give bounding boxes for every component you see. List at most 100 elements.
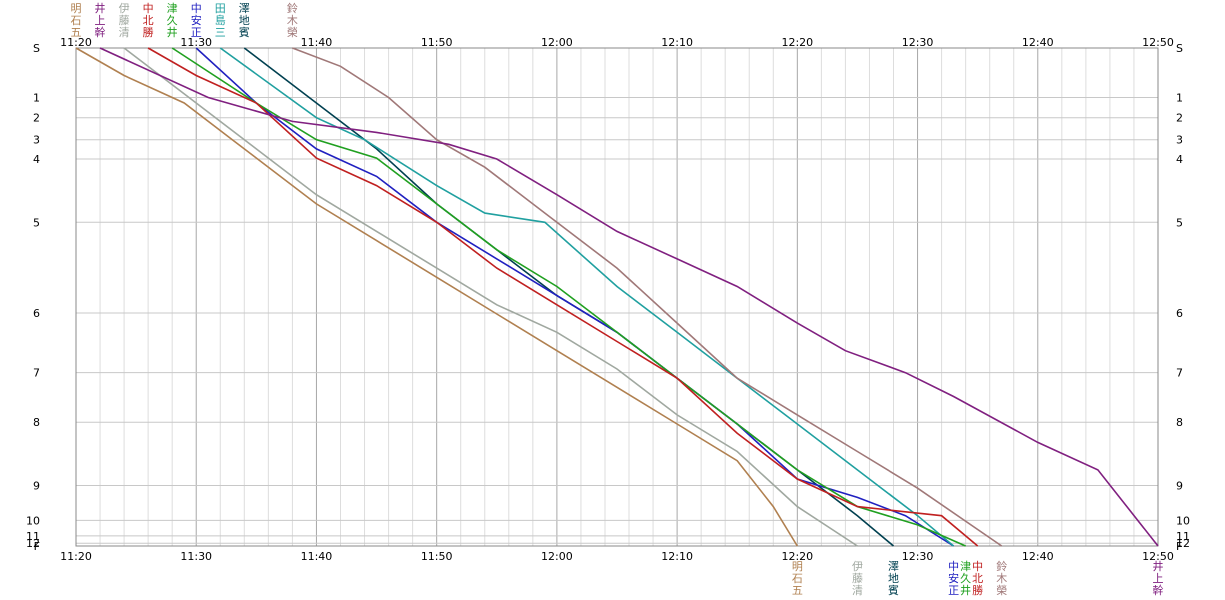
bottom-runner-label: 津 [960,560,971,573]
bottom-runner-label: 中 [972,560,983,573]
bottom-runner-label: 正 [948,584,959,597]
station-label-right: 12 [1176,537,1190,550]
station-label-left: 7 [33,367,40,380]
time-tick-top: 12:10 [661,36,693,49]
top-runner-label: 久 [167,14,178,27]
station-label-left: 6 [33,307,40,320]
bottom-runner-label: 北 [972,572,983,585]
series-line [195,47,955,547]
top-runner-label: 津 [167,2,178,15]
time-tick-bottom: 12:10 [661,550,693,563]
top-runner-label: 安 [191,13,202,27]
top-runner-label: 伊 [119,2,130,15]
top-runner-label: 清 [119,26,130,39]
bottom-runner-label: 中 [948,560,959,573]
series-line [99,47,1159,547]
station-label-left: 4 [33,153,40,166]
station-label-right: 9 [1176,479,1183,492]
top-runner-label: 田 [215,2,226,15]
time-tick-top: 11:40 [301,36,333,49]
time-tick-top: 11:20 [60,36,92,49]
time-tick-top: 12:40 [1022,36,1054,49]
series-line [171,47,966,547]
top-runner-label: 石 [71,14,82,27]
top-runner-label: 上 [95,14,106,27]
bottom-runner-label: 木 [996,572,1007,585]
time-tick-bottom: 12:20 [781,550,813,563]
series-line [219,47,955,547]
station-label-right: 4 [1176,153,1183,166]
bottom-runner-label: 藤 [852,572,863,585]
station-label-left: 11 [26,530,40,543]
top-runner-label: 榮 [287,25,298,39]
station-label-left: 1 [33,92,40,105]
top-runner-label: 澤 [239,2,250,15]
station-label-right: 8 [1176,416,1183,429]
top-runner-label: 島 [215,13,226,27]
station-label-left: 2 [33,112,40,125]
time-tick-top: 12:00 [541,36,573,49]
station-label-right: 1 [1176,92,1183,105]
top-runner-label: 中 [143,2,154,15]
station-label-left: 5 [33,216,40,229]
station-label-left: S [33,42,40,55]
bottom-runner-label: 澤 [888,560,899,573]
top-runner-label: 鈴 [287,1,298,15]
top-runner-label: 木 [287,14,298,27]
station-label-right: 5 [1176,216,1183,229]
time-tick-top: 11:30 [180,36,212,49]
top-runner-label: 幹 [95,25,106,39]
station-label-right: 10 [1176,514,1190,527]
station-label-right: 7 [1176,367,1183,380]
time-tick-bottom: 11:20 [60,550,92,563]
time-tick-top: 12:30 [902,36,934,49]
time-tick-bottom: 12:00 [541,550,573,563]
bottom-runner-label: 賓 [888,583,899,597]
top-runner-label: 北 [143,14,154,27]
top-runner-label: 明 [71,2,82,15]
top-runner-label: 藤 [119,14,130,27]
station-label-right: 6 [1176,307,1183,320]
bottom-runner-label: 勝 [972,583,983,597]
bottom-runner-label: 石 [792,572,803,585]
station-label-left: F [34,540,40,553]
top-runner-label: 中 [191,2,202,15]
bottom-runner-label: 明 [792,560,803,573]
bottom-runner-label: 伊 [852,560,863,573]
bottom-runner-label: 清 [852,584,863,597]
station-label-right: 3 [1176,134,1183,147]
station-label-left: 8 [33,416,40,429]
top-runner-label: 地 [239,14,250,27]
bottom-runner-label: 五 [792,584,803,597]
bottom-runner-label: 久 [960,572,971,585]
top-runner-label: 正 [191,26,202,39]
bottom-runner-label: 地 [888,572,899,585]
time-tick-top: 12:50 [1142,36,1174,49]
bottom-runner-label: 幹 [1153,583,1164,597]
station-label-left: 12 [26,537,40,550]
station-label-left: 3 [33,134,40,147]
time-tick-top: 11:50 [421,36,453,49]
top-runner-label: 賓 [239,25,250,39]
station-label-right: S [1176,42,1183,55]
series-line [123,47,858,547]
time-tick-bottom: 12:30 [902,550,934,563]
station-label-right: 11 [1176,530,1190,543]
plot-frame [75,47,1159,547]
axis-ticks: 11:20 11:20 11:30 11:30 11:40 11:40 11:50 11:50… [26,36,1190,563]
series-line [292,47,1003,547]
top-runner-label: 五 [71,26,82,39]
station-label-right: 2 [1176,112,1183,125]
bottom-runner-label: 上 [1153,572,1164,585]
major-grid [75,47,1159,547]
top-runner-label: 井 [167,25,178,39]
bottom-runner-label: 井 [1153,559,1164,573]
top-runner-label: 勝 [143,25,154,39]
series-lines [75,47,1159,547]
bottom-runner-label: 安 [948,571,959,585]
minor-grid [99,48,1135,546]
top-runner-label: 井 [95,1,106,15]
time-tick-bottom: 11:40 [301,550,333,563]
